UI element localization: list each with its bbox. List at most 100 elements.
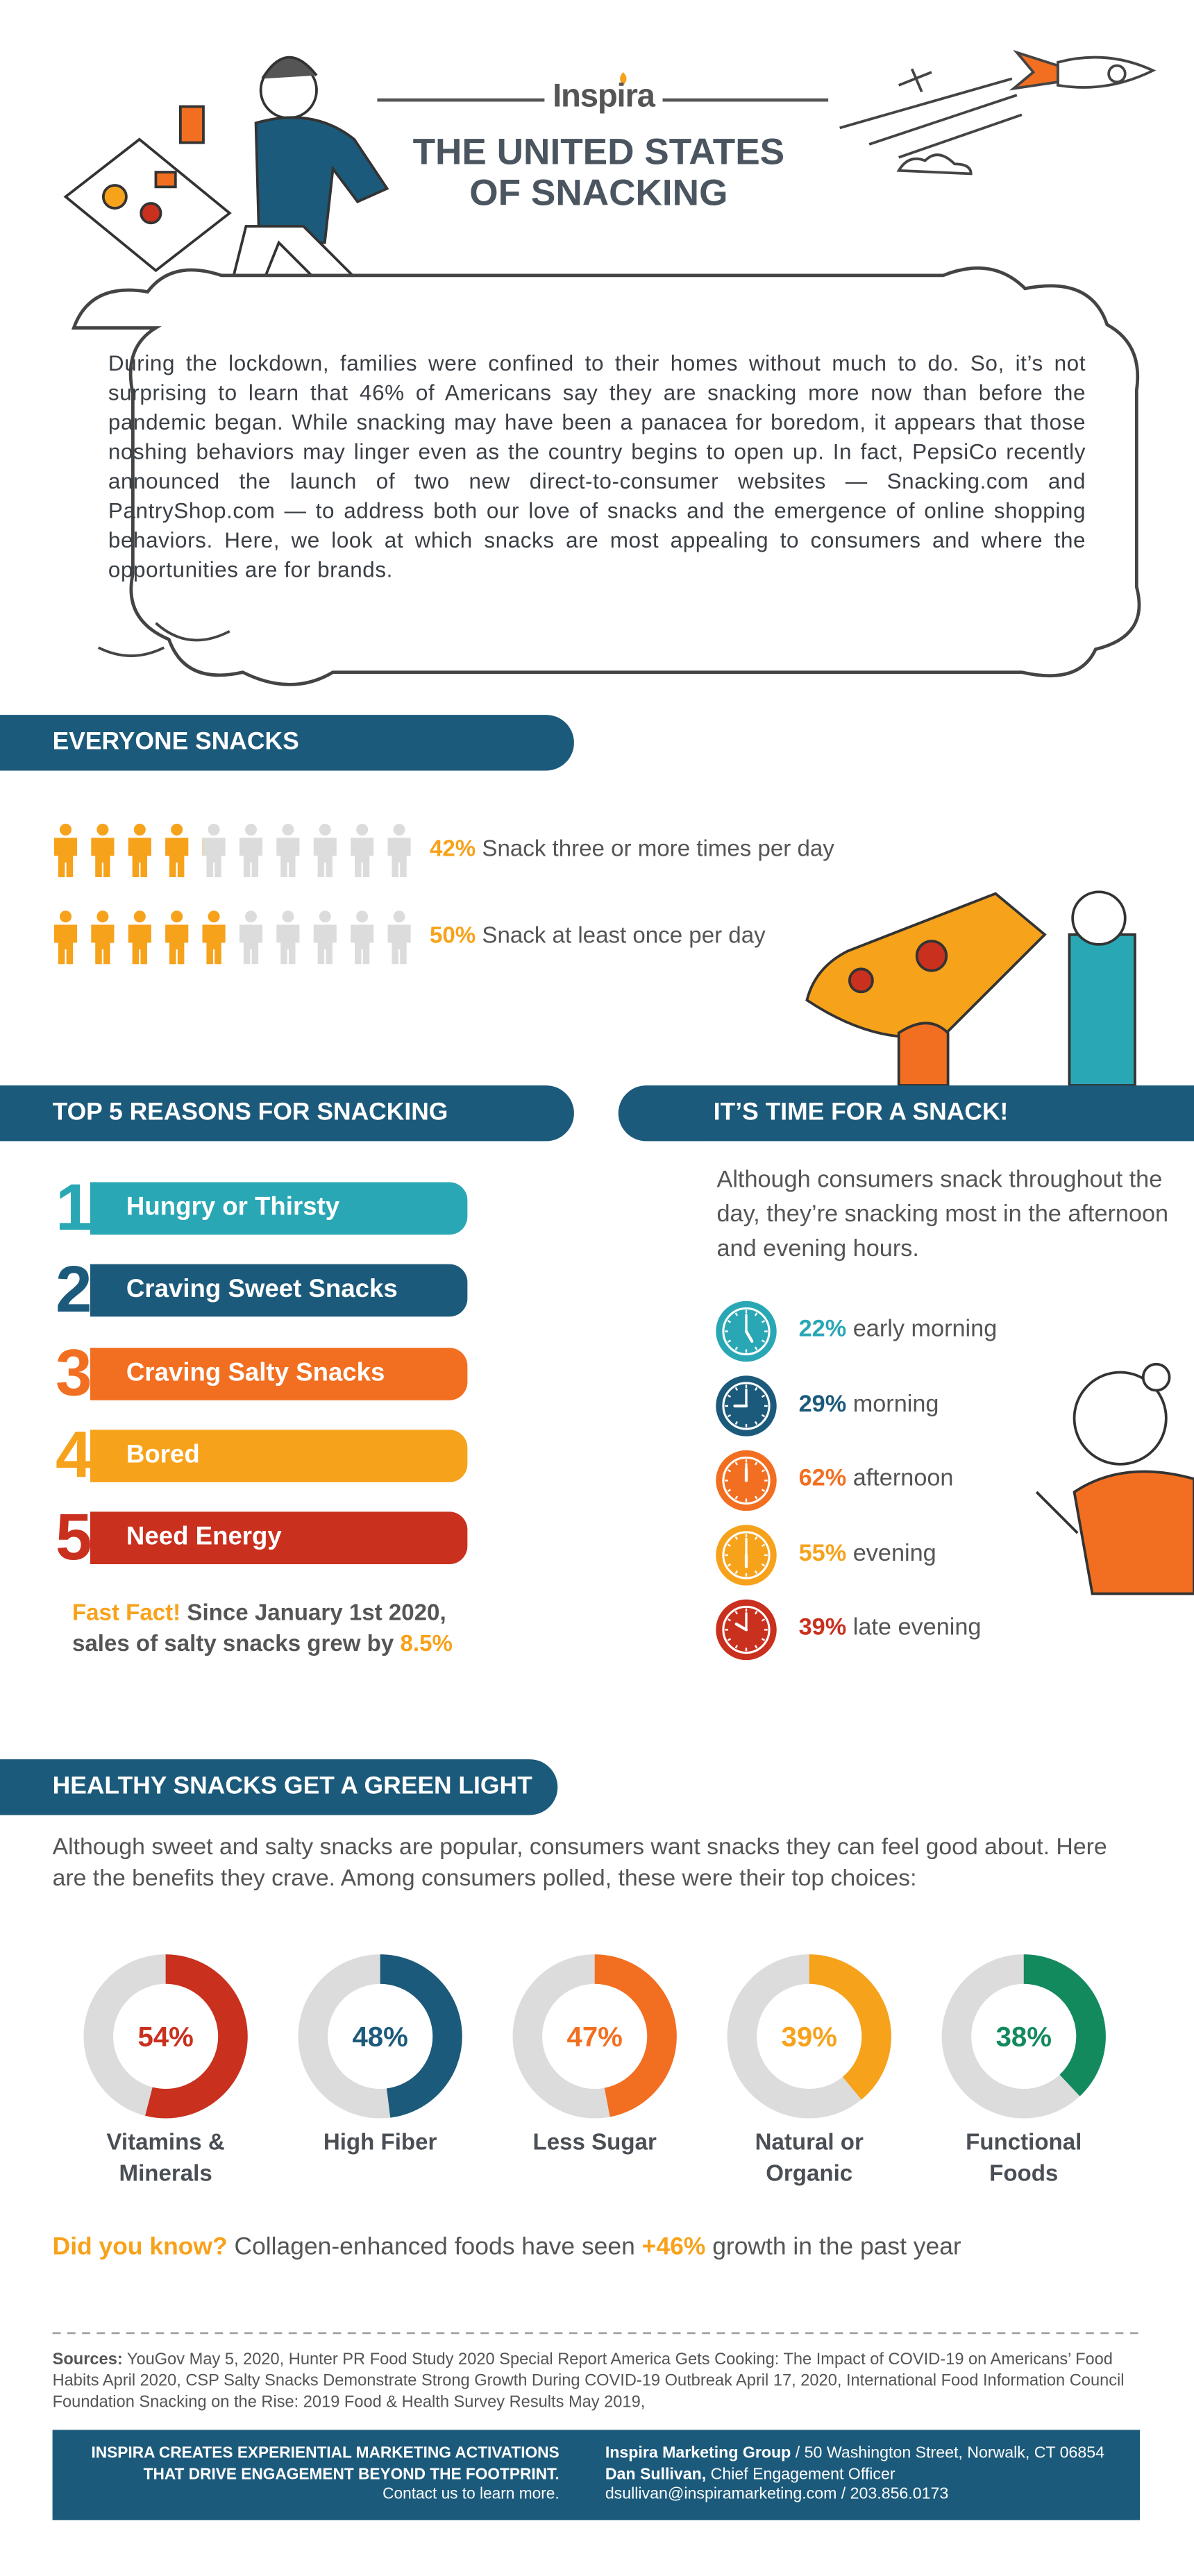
did-you-know-text: Collagen-enhanced foods have seen <box>234 2232 635 2262</box>
reason-pill: Craving Sweet Snacks <box>90 1264 468 1317</box>
intro-text: During the lockdown, families were confi… <box>108 350 1086 582</box>
clock-tick <box>734 1387 739 1391</box>
healthy-intro: Although sweet and salty snacks are popu… <box>52 1834 1107 1892</box>
person-head <box>282 910 294 923</box>
clock-tick <box>727 1339 732 1343</box>
did-you-know-lead: Did you know? <box>52 2232 228 2262</box>
person-body <box>387 838 411 878</box>
donut-name: Natural or Organic <box>755 2128 864 2186</box>
person-body <box>351 838 374 878</box>
time-row: 29% morning <box>799 1391 939 1418</box>
clock-tick <box>754 1346 758 1350</box>
clock-tick <box>734 1611 739 1615</box>
sources-text: YouGov May 5, 2020, Hunter PR Food Study… <box>52 2351 1125 2412</box>
fast-fact-value: 8.5% <box>400 1629 453 1656</box>
reason-number: 2 <box>56 1255 92 1328</box>
stat-row: 50% Snack at least once per day <box>430 922 766 948</box>
section-banner: IT’S TIME FOR A SNACK! <box>618 1085 1194 1142</box>
reason-pill: Craving Salty Snacks <box>90 1347 468 1400</box>
did-you-know-text: growth in the past year <box>712 2232 961 2262</box>
reason-number: 4 <box>56 1419 92 1492</box>
section-banner: TOP 5 REASONS FOR SNACKING <box>0 1085 574 1142</box>
footer-line: Contact us to learn more. <box>382 2485 560 2504</box>
donut-name: High Fiber <box>323 2128 437 2155</box>
person-body <box>128 838 151 878</box>
clock-hand <box>734 1622 748 1632</box>
person-body <box>53 924 78 965</box>
footer-line: Dan Sullivan, Chief Engagement Officer <box>605 2465 1138 2486</box>
clock-tick <box>761 1394 766 1398</box>
clock-hand <box>744 1330 754 1343</box>
person-body <box>202 838 226 878</box>
reason-number: 1 <box>56 1172 92 1245</box>
clock-tick <box>727 1489 732 1492</box>
clock-tick <box>754 1536 758 1541</box>
person-head <box>208 910 220 923</box>
footer-line: Inspira Marketing Group / 50 Washington … <box>605 2445 1138 2466</box>
reason-pill: Need Energy <box>90 1511 468 1565</box>
clock-tick <box>734 1461 739 1466</box>
fast-fact-lead: Fast Fact! <box>72 1598 181 1625</box>
person-head <box>393 823 405 836</box>
footer-box <box>52 2430 1141 2520</box>
time-row: 55% evening <box>799 1541 936 1567</box>
donut-label: 39% <box>782 2022 837 2053</box>
time-text: evening <box>852 1540 936 1567</box>
stat-value: 50% <box>430 921 476 948</box>
sources: Sources: YouGov May 5, 2020, Hunter PR F… <box>53 2350 1142 2414</box>
donut-arc <box>512 1954 677 2119</box>
clock-tick <box>761 1543 766 1547</box>
footer-right: Inspira Marketing Group / 50 Washington … <box>605 2445 1138 2507</box>
reason-number: 3 <box>56 1337 92 1409</box>
pizza-illustration <box>805 890 1136 1087</box>
clock-tick <box>727 1394 732 1398</box>
rocket-illustration <box>839 49 1157 176</box>
time-text: early morning <box>852 1316 998 1344</box>
donut-arc <box>941 1954 1106 2119</box>
person-head <box>244 910 257 923</box>
clock-tick <box>761 1414 766 1418</box>
clock-tick <box>761 1339 766 1343</box>
person-body <box>239 838 263 878</box>
time-value: 62% <box>798 1466 847 1493</box>
stat-text: Snack three or more times per day <box>482 834 834 861</box>
donut-name: Less Sugar <box>532 2128 657 2155</box>
cloud-trail <box>97 622 230 657</box>
stat-text: Snack at least once per day <box>482 921 766 948</box>
title-line: THE UNITED STATES <box>412 131 785 173</box>
clock-tick <box>727 1563 732 1567</box>
clock-inner <box>722 1382 771 1430</box>
person-head <box>171 823 183 836</box>
person-head <box>282 823 294 836</box>
donut-arc <box>83 1954 248 2119</box>
clock-tick <box>727 1414 732 1418</box>
did-you-know-value: +46% <box>641 2232 706 2262</box>
clock-tick <box>734 1495 739 1500</box>
time-value: 29% <box>798 1391 847 1418</box>
clock-tick <box>734 1536 739 1541</box>
sources-lead: Sources: <box>52 2351 123 2370</box>
clock-tick <box>727 1618 732 1622</box>
clock-inner <box>722 1456 771 1505</box>
person-head <box>319 910 331 923</box>
person-head <box>96 910 109 923</box>
time-value: 22% <box>798 1316 847 1344</box>
clock-tick <box>734 1421 739 1425</box>
person-body <box>313 838 337 878</box>
stat-row: 42% Snack three or more times per day <box>430 835 834 861</box>
reason-pill: Hungry or Thirsty <box>90 1182 468 1235</box>
footer-contact-name: Dan Sullivan, <box>605 2465 707 2484</box>
time-value: 55% <box>798 1540 847 1567</box>
people-filled <box>53 910 226 965</box>
clock-tick <box>761 1618 766 1622</box>
clock-tick <box>761 1320 766 1323</box>
clock-tick <box>754 1611 758 1615</box>
donut-arc <box>727 1954 891 2119</box>
waving-illustration <box>1035 1362 1194 1595</box>
person-body <box>165 838 189 878</box>
fast-fact: Fast Fact! Since January 1st 2020, sales… <box>72 1597 498 1659</box>
person-head <box>208 823 220 836</box>
time-text: morning <box>852 1391 939 1418</box>
